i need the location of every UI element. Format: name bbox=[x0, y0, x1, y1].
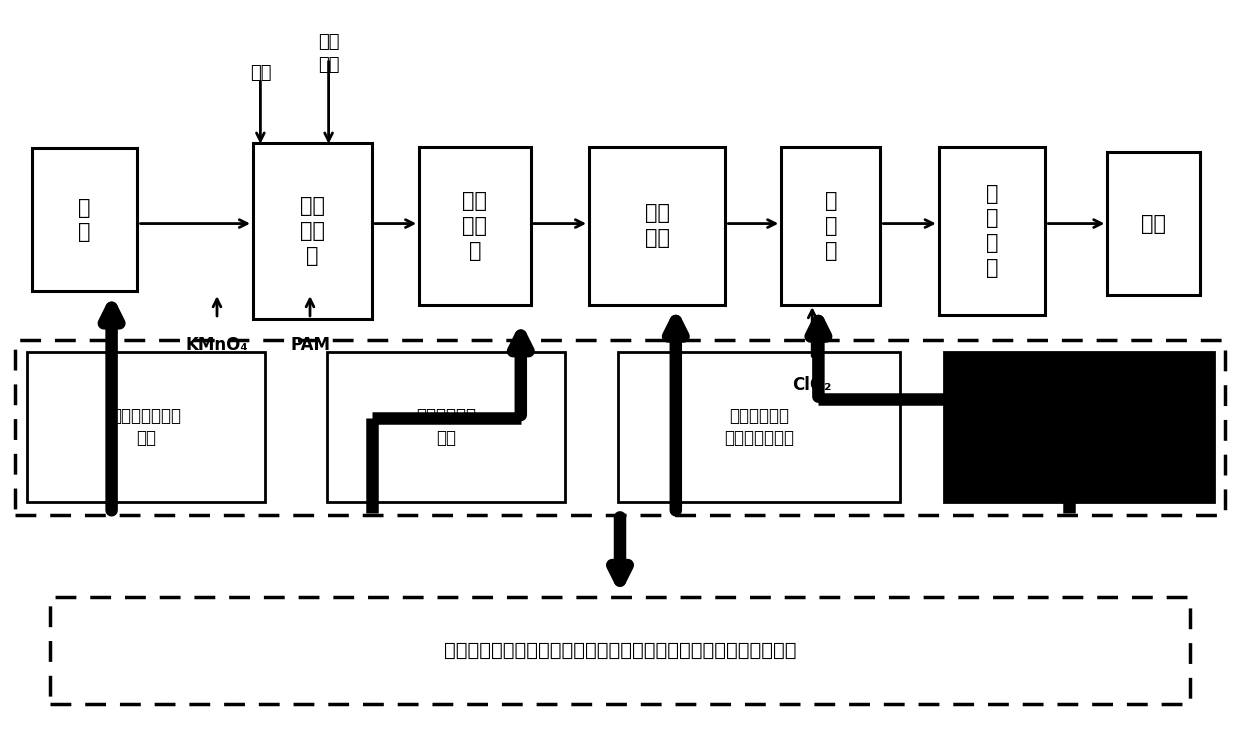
Text: KMnO₄: KMnO₄ bbox=[186, 336, 248, 353]
Bar bbox=[327, 353, 565, 503]
Bar bbox=[781, 147, 880, 305]
Text: 强化混凝沉淠
技术: 强化混凝沉淠 技术 bbox=[417, 408, 476, 447]
Text: 前体物去除与生成抑制并行的氯化消毒副产物三氯乙醒控制技术示范: 前体物去除与生成抑制并行的氯化消毒副产物三氯乙醒控制技术示范 bbox=[444, 641, 796, 660]
Text: 炭砂
滤池: 炭砂 滤池 bbox=[645, 203, 670, 248]
Text: 斜管
沉淠
池: 斜管 沉淠 池 bbox=[463, 191, 487, 260]
Bar bbox=[944, 353, 1214, 503]
Bar bbox=[939, 147, 1045, 315]
Text: 原
水: 原 水 bbox=[78, 197, 91, 243]
Bar bbox=[1107, 152, 1200, 295]
Text: ClO₂: ClO₂ bbox=[792, 376, 832, 394]
Text: 送
水
泵
房: 送 水 泵 房 bbox=[986, 184, 998, 278]
Bar bbox=[253, 143, 372, 319]
Bar bbox=[32, 149, 138, 292]
Text: 炭砂滤池优化
前体物去除技术: 炭砂滤池优化 前体物去除技术 bbox=[724, 408, 794, 447]
Text: 用户: 用户 bbox=[1141, 213, 1166, 234]
Bar bbox=[15, 340, 1225, 515]
Text: 网格
反应
池: 网格 反应 池 bbox=[300, 196, 325, 265]
Bar bbox=[589, 147, 725, 305]
Bar bbox=[419, 147, 531, 305]
Bar bbox=[27, 353, 265, 503]
Text: 粉炭: 粉炭 bbox=[249, 65, 272, 82]
Text: PAM: PAM bbox=[290, 336, 330, 353]
Text: 碱铝
石灰: 碱铝 石灰 bbox=[317, 34, 340, 73]
Text: 清
水
池: 清 水 池 bbox=[825, 191, 837, 260]
Bar bbox=[618, 353, 900, 503]
Bar bbox=[50, 597, 1190, 704]
Text: 前体物强化去除
技术: 前体物强化去除 技术 bbox=[112, 408, 181, 447]
